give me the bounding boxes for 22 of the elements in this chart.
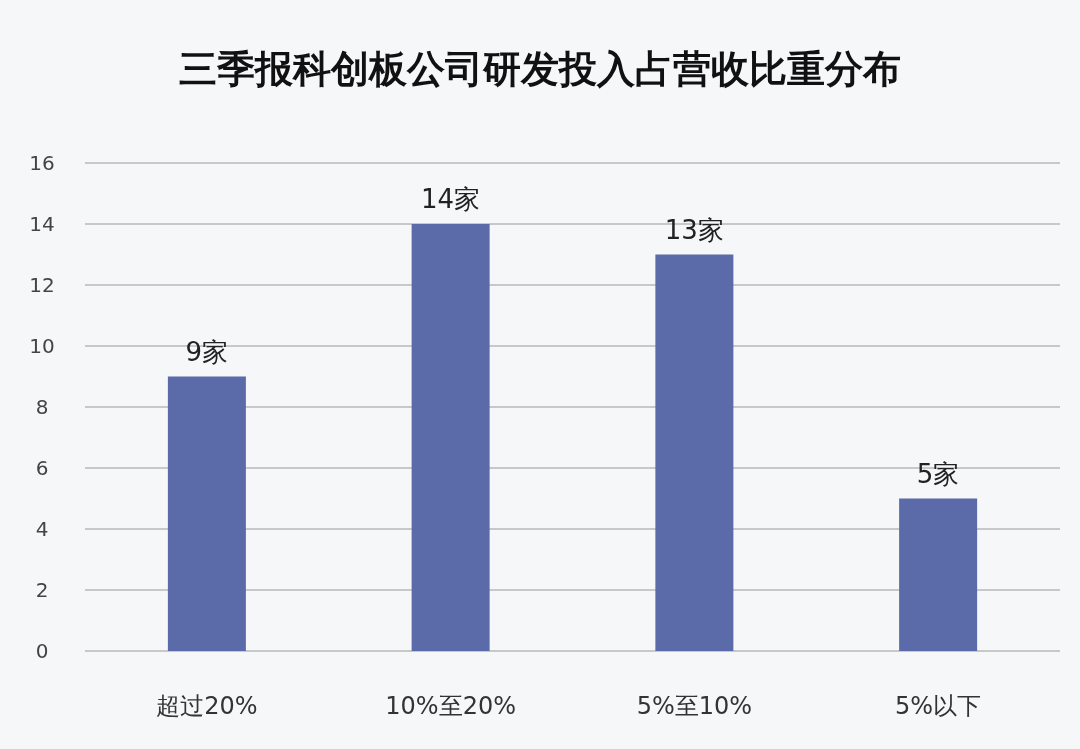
y-tick-label: 14 (29, 212, 55, 236)
chart-title: 三季报科创板公司研发投入占营收比重分布 (179, 47, 901, 91)
x-tick-label: 10%至20% (385, 692, 516, 720)
bar (167, 376, 246, 651)
y-tick-label: 10 (29, 334, 55, 358)
y-tick-label: 0 (35, 639, 49, 663)
data-label: 14家 (421, 184, 481, 214)
y-tick-label: 4 (35, 517, 49, 541)
y-tick-label: 6 (35, 456, 49, 480)
x-tick-label: 超过20% (156, 692, 258, 720)
y-tick-label: 2 (35, 578, 49, 602)
y-tick-label: 16 (29, 151, 55, 175)
bar (411, 224, 490, 651)
data-label: 9家 (185, 336, 229, 367)
data-label: 13家 (664, 214, 724, 245)
data-label: 5家 (916, 458, 960, 489)
y-tick-label: 8 (35, 395, 49, 419)
y-tick-label: 12 (29, 273, 55, 297)
x-tick-label: 5%至10% (636, 692, 753, 720)
x-tick-label: 5%以下 (895, 692, 982, 720)
bar (899, 498, 978, 651)
bar (655, 254, 734, 651)
